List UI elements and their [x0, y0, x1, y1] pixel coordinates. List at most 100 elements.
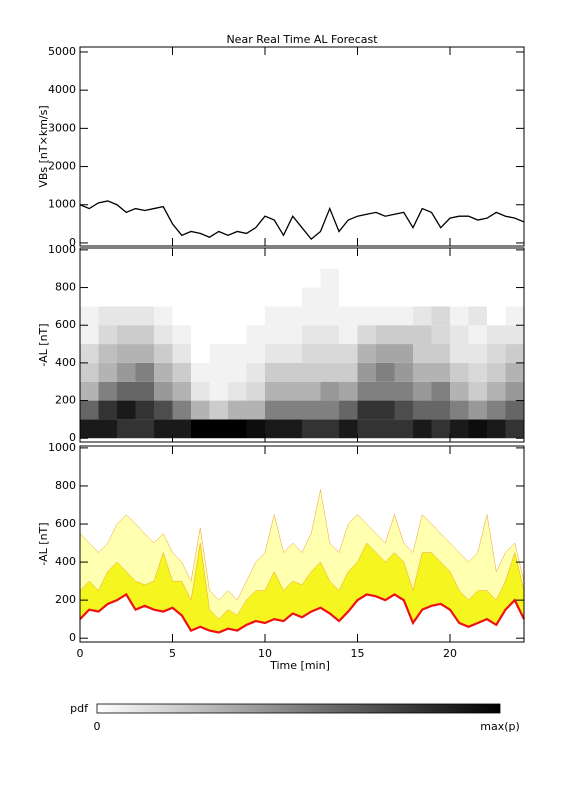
pdf-cell	[450, 268, 469, 288]
pdf-cell	[450, 344, 469, 363]
pdf-cell	[302, 268, 321, 288]
pdf-cell	[246, 381, 265, 401]
pdf-cell	[172, 362, 191, 382]
pdf-cell	[376, 268, 395, 288]
pdf-cell	[357, 344, 376, 363]
pdf-cell	[450, 400, 469, 420]
pdf-cell	[394, 268, 413, 288]
y-tick-label: 5000	[48, 45, 76, 58]
pdf-cell	[246, 344, 265, 363]
pdf-cell	[191, 400, 210, 420]
pdf-cell	[117, 249, 136, 269]
pdf-cell	[413, 381, 432, 401]
pdf-cell	[80, 249, 99, 269]
pdf-cell	[283, 362, 302, 382]
pdf-cell	[302, 344, 321, 363]
x-tick-label: 0	[77, 647, 84, 660]
pdf-cell	[505, 381, 524, 401]
pdf-cell	[80, 306, 99, 326]
pdf-cell	[117, 306, 136, 326]
pdf-cell	[228, 381, 247, 401]
pdf-cell	[117, 419, 136, 439]
y-tick-label: 2000	[48, 160, 76, 173]
pdf-cell	[228, 287, 247, 307]
pdf-cell	[505, 344, 524, 363]
y-tick-label: 1000	[48, 243, 76, 256]
pdf-cell	[98, 268, 117, 288]
pdf-cell	[209, 325, 228, 345]
pdf-cell	[209, 268, 228, 288]
pdf-cell	[209, 344, 228, 363]
pdf-cell	[357, 362, 376, 382]
pdf-cell	[413, 268, 432, 288]
pdf-cell	[320, 249, 339, 269]
pdf-cell	[117, 344, 136, 363]
pdf-cell	[376, 287, 395, 307]
pdf-cell	[302, 400, 321, 420]
pdf-cell	[376, 325, 395, 345]
pdf-cell	[302, 362, 321, 382]
pdf-cell	[413, 287, 432, 307]
pdf-cell	[191, 362, 210, 382]
pdf-cell	[98, 249, 117, 269]
pdf-cell	[302, 249, 321, 269]
pdf-cell	[228, 325, 247, 345]
y-tick-label: 800	[55, 281, 76, 294]
pdf-cell	[135, 268, 154, 288]
pdf-cell	[172, 419, 191, 439]
pdf-cell	[376, 344, 395, 363]
colorbar-max-label: max(p)	[480, 720, 520, 733]
pdf-cell	[431, 268, 450, 288]
y-tick-label: 800	[55, 479, 76, 492]
pdf-cell	[265, 268, 284, 288]
pdf-cell	[98, 419, 117, 439]
pdf-cell	[246, 419, 265, 439]
y-tick-label: 200	[55, 593, 76, 606]
pdf-cell	[228, 419, 247, 439]
pdf-cell	[283, 419, 302, 439]
pdf-cell	[283, 344, 302, 363]
colorbar	[96, 703, 501, 714]
colorbar-label: pdf	[70, 702, 89, 715]
pdf-cell	[357, 381, 376, 401]
pdf-cell	[339, 249, 358, 269]
pdf-cell	[376, 419, 395, 439]
y-axis-label: VBs [nT×km/s]	[37, 105, 50, 187]
pdf-cell	[320, 381, 339, 401]
pdf-cell	[431, 400, 450, 420]
y-tick-label: 400	[55, 356, 76, 369]
pdf-cell	[505, 362, 524, 382]
pdf-cell	[246, 249, 265, 269]
y-tick-label: 1000	[48, 198, 76, 211]
pdf-cell	[135, 419, 154, 439]
x-tick-label: 15	[351, 647, 365, 660]
pdf-cell	[283, 400, 302, 420]
pdf-cell	[135, 344, 154, 363]
pdf-cell	[487, 344, 506, 363]
pdf-cell	[505, 419, 524, 439]
pdf-cell	[209, 419, 228, 439]
pdf-cell	[265, 381, 284, 401]
y-tick-label: 1000	[48, 441, 76, 454]
pdf-cell	[320, 419, 339, 439]
x-tick-label: 5	[169, 647, 176, 660]
pdf-cell	[320, 325, 339, 345]
pdf-cell	[246, 268, 265, 288]
median-line	[79, 592, 525, 634]
pdf-cell	[394, 249, 413, 269]
pdf-cell	[394, 400, 413, 420]
pdf-cell	[80, 287, 99, 307]
pdf-cell	[487, 419, 506, 439]
pdf-cell	[302, 381, 321, 401]
pdf-cell	[468, 381, 487, 401]
pdf-cell	[117, 400, 136, 420]
pdf-cell	[394, 325, 413, 345]
pdf-cell	[265, 362, 284, 382]
y-tick-label: 600	[55, 318, 76, 331]
pdf-cell	[357, 400, 376, 420]
pdf-cell	[191, 381, 210, 401]
pdf-cell	[265, 306, 284, 326]
pdf-cell	[172, 268, 191, 288]
pdf-cell	[80, 419, 99, 439]
